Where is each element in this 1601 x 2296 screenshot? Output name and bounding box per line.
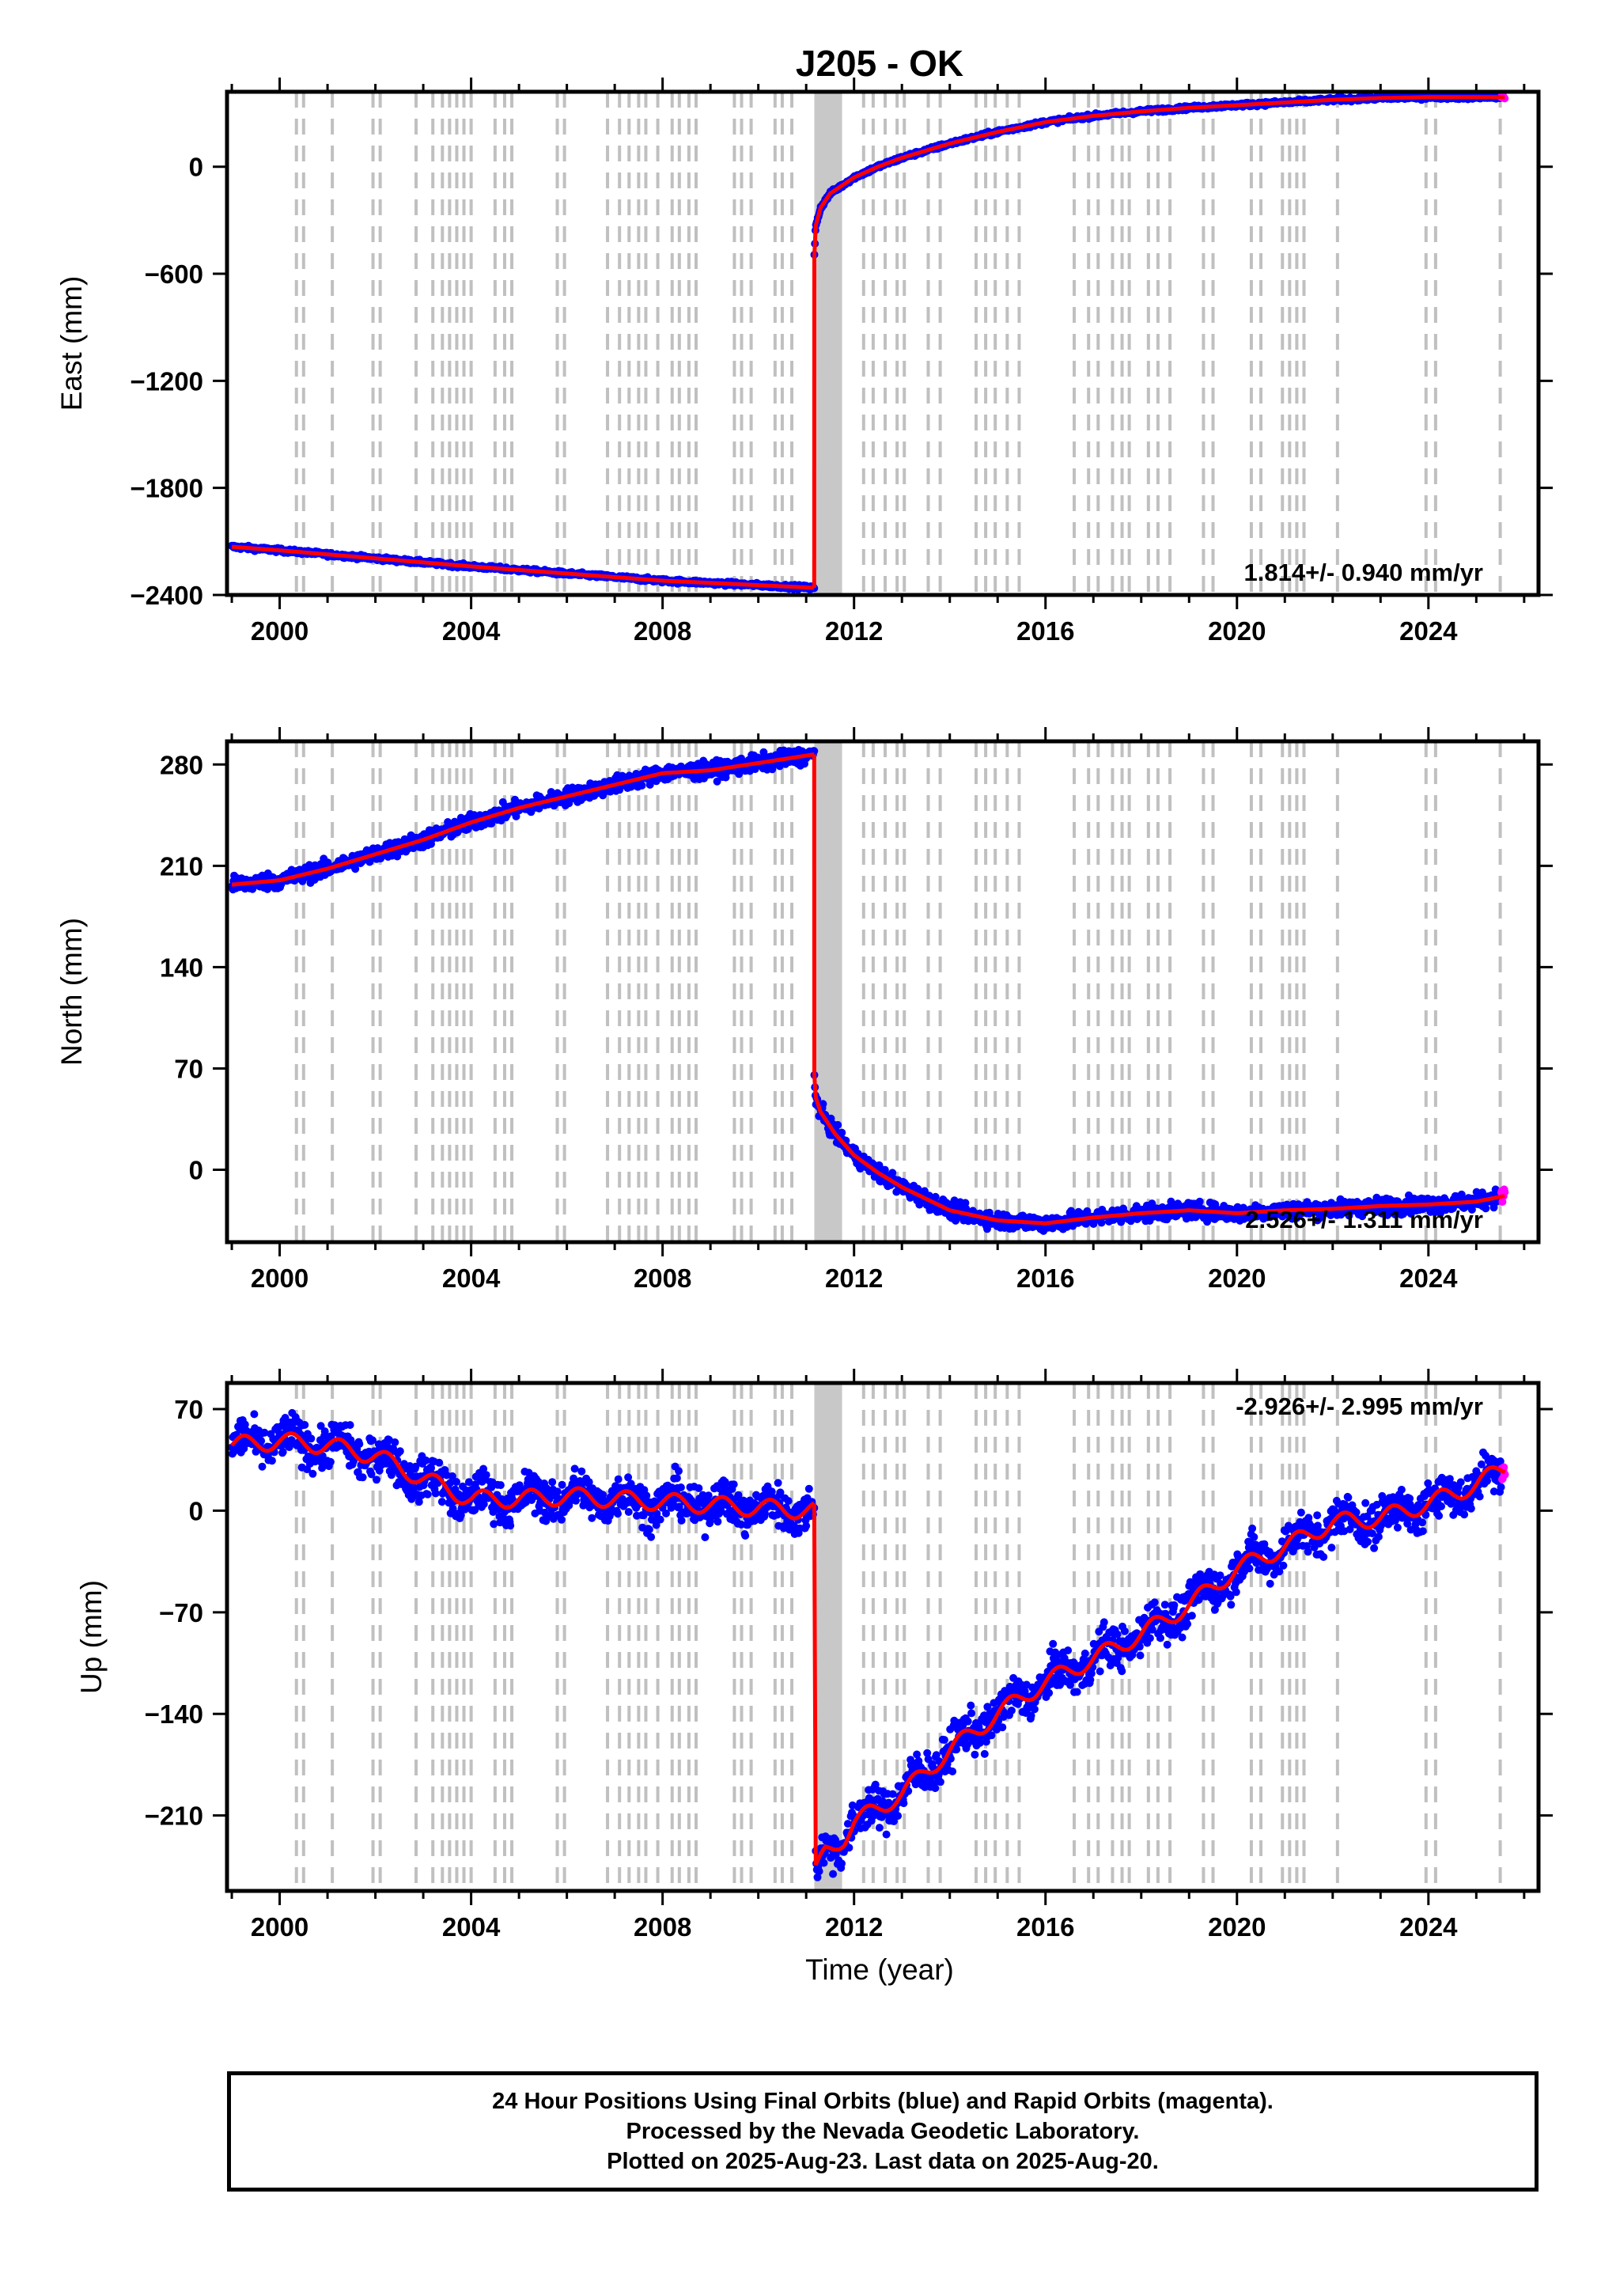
y-tick-label: −600 (145, 260, 203, 289)
data-point (638, 781, 646, 790)
x-tick-label: 2024 (1399, 1264, 1458, 1293)
data-point (248, 885, 257, 893)
x-tick-label: 2012 (825, 1264, 883, 1293)
data-point (326, 1457, 335, 1466)
east-fit-lines (231, 95, 1505, 590)
north-panel: 2000 2004 2008 2012 2016 2020 2024 280 210 140 70 0… (55, 727, 1553, 1293)
up-panel: 2000 2004 2008 2012 2016 2020 2024700−70−140−2… (75, 1369, 1553, 1942)
y-tick-label: −1200 (130, 366, 203, 396)
east-panel: 2000 2004 2008 2012 2016 2020 2024 0 −600 −1200 −1… (55, 78, 1553, 646)
x-tick-label: 2024 (1399, 616, 1458, 646)
event-band (814, 92, 842, 595)
model-fit-line (812, 95, 1505, 256)
data-point (931, 1192, 940, 1201)
data-point (267, 1457, 276, 1465)
chart-title: J205 - OK (796, 43, 963, 84)
data-point (258, 1462, 267, 1471)
y-tick-label: 140 (160, 953, 203, 982)
y-tick-label: 70 (174, 1054, 203, 1083)
data-point (834, 1120, 842, 1129)
north-data-points (228, 745, 1509, 1235)
y-tick-label: 210 (160, 851, 203, 881)
north-y-axis-title: North (mm) (55, 918, 88, 1066)
y-tick-label: 0 (189, 1156, 203, 1185)
data-point (250, 1410, 259, 1419)
data-point (1097, 1218, 1106, 1227)
y-tick-label: 0 (189, 153, 203, 182)
event-band (814, 741, 842, 1242)
y-tick-label: 280 (160, 750, 203, 779)
x-tick-label: 2016 (1016, 616, 1074, 646)
east-rate-annotation: 1.814+/- 0.940 mm/yr (1244, 559, 1483, 586)
data-point (351, 865, 360, 873)
x-tick-label: 2020 (1208, 616, 1266, 646)
y-tick-label: −2400 (130, 581, 203, 610)
x-tick-label: 2016 (1016, 1264, 1074, 1293)
east-y-axis-title: East (mm) (55, 276, 88, 411)
x-tick-label: 2008 (634, 1264, 691, 1293)
model-fit-line (231, 544, 815, 590)
data-point (1195, 1197, 1204, 1206)
x-tick-label: 2000 (251, 616, 308, 646)
x-tick-label: 2020 (1208, 1264, 1266, 1293)
x-tick-label: 2004 (442, 616, 501, 646)
event-band (814, 1383, 842, 1891)
north-fit-lines (232, 752, 1505, 1226)
y-tick-label: −1800 (130, 474, 203, 503)
data-point (308, 1469, 317, 1478)
x-tick-label: 2004 (442, 1264, 501, 1293)
east-data-points (228, 92, 1509, 594)
data-point (301, 1421, 309, 1429)
x-tick-label: 2000 (251, 1264, 308, 1293)
plot-frame (225, 89, 1541, 597)
x-tick-label: 2008 (634, 616, 691, 646)
north-rate-annotation: 2.526+/- 1.311 mm/yr (1245, 1206, 1483, 1233)
data-point (278, 1448, 287, 1457)
x-tick-label: 2012 (825, 616, 883, 646)
data-point (307, 1434, 316, 1443)
